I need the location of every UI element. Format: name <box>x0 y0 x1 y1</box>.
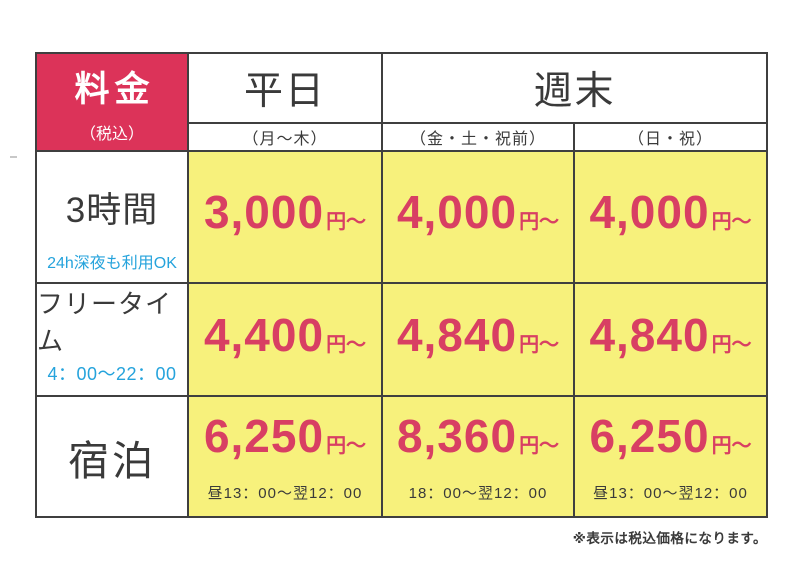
price-amount: 8,360 <box>396 410 518 462</box>
row-label-cell-stay: 宿泊 <box>37 397 187 516</box>
corner-cell: 料金 （税込） <box>37 54 187 150</box>
price-amount: 4,840 <box>396 308 518 361</box>
subheader-sun-holiday: （日・祝） <box>575 124 766 150</box>
price-amount: 6,250 <box>203 410 325 462</box>
price-unit: 円～ <box>326 333 367 356</box>
price-unit: 円～ <box>711 435 752 457</box>
price: 4,000 円～ <box>589 185 751 239</box>
price-time-range: 昼13：00～翌12：00 <box>593 485 748 502</box>
row-label-freetime: フリータイム <box>37 288 173 356</box>
row-note-freetime-hours: 4：00～22：00 <box>47 364 177 384</box>
price: 4,000 円～ <box>397 185 559 239</box>
price: 8,360 円～ <box>397 409 559 463</box>
price-unit: 円～ <box>326 211 367 233</box>
subheader-mon-thu: （月～木） <box>189 124 381 150</box>
price-cell-freetime-fri-sat: 4,840 円～ <box>383 284 573 395</box>
scan-artifact <box>10 156 17 158</box>
price-amount: 3,000 <box>203 186 325 238</box>
price-cell-freetime-weekday: 4,400 円～ <box>189 284 381 395</box>
price-amount: 4,400 <box>203 308 325 361</box>
price-cell-3hours-fri-sat: 4,000 円～ <box>383 152 573 282</box>
price: 3,000 円～ <box>204 185 366 239</box>
price-time-range: 昼13：00～翌12：00 <box>207 485 363 502</box>
price-unit: 円～ <box>519 333 560 356</box>
row-note-24h: 24h深夜も利用OK <box>47 255 177 272</box>
price-cell-freetime-sun-holiday: 4,840 円～ <box>575 284 766 395</box>
corner-title: 料金 <box>74 69 155 109</box>
price: 6,250 円～ <box>589 409 751 463</box>
row-label-3hours: 3時間 <box>65 190 159 230</box>
price: 4,400 円～ <box>204 308 366 362</box>
price-amount: 4,000 <box>396 186 518 238</box>
price-amount: 4,000 <box>589 186 710 238</box>
price-time-range: 18：00～翌12：00 <box>408 485 548 502</box>
price-cell-stay-fri-sat: 8,360 円～ 18：00～翌12：00 <box>383 397 573 516</box>
header-weekend: 週末 <box>383 54 766 122</box>
price-amount: 6,250 <box>589 410 710 462</box>
price-amount: 4,840 <box>589 308 710 361</box>
tax-included-note: ※表示は税込価格になります。 <box>572 531 767 546</box>
price-unit: 円～ <box>711 333 752 356</box>
price-cell-3hours-sun-holiday: 4,000 円～ <box>575 152 766 282</box>
price-cell-stay-weekday: 6,250 円～ 昼13：00～翌12：00 <box>189 397 381 516</box>
subheader-fri-sat-preholiday: （金・土・祝前） <box>383 124 573 150</box>
row-label-stay: 宿泊 <box>68 437 156 484</box>
price-unit: 円～ <box>519 435 560 457</box>
row-label-cell-freetime: フリータイム 4：00～22：00 <box>37 284 187 395</box>
price-unit: 円～ <box>711 211 752 233</box>
header-weekday: 平日 <box>189 54 381 122</box>
price-unit: 円～ <box>519 211 560 233</box>
row-label-cell-3hours: 3時間 24h深夜も利用OK <box>37 152 187 282</box>
price: 4,840 円～ <box>397 308 559 362</box>
price-table: 料金 （税込） 平日 週末 （月～木） （金・土・祝前） （日・祝） 3時間 2… <box>35 52 768 518</box>
price: 4,840 円～ <box>589 308 751 362</box>
price-cell-3hours-weekday: 3,000 円～ <box>189 152 381 282</box>
price: 6,250 円～ <box>204 409 366 463</box>
price-cell-stay-sun-holiday: 6,250 円～ 昼13：00～翌12：00 <box>575 397 766 516</box>
price-unit: 円～ <box>326 435 367 457</box>
corner-subtitle-tax-included: （税込） <box>79 125 144 143</box>
